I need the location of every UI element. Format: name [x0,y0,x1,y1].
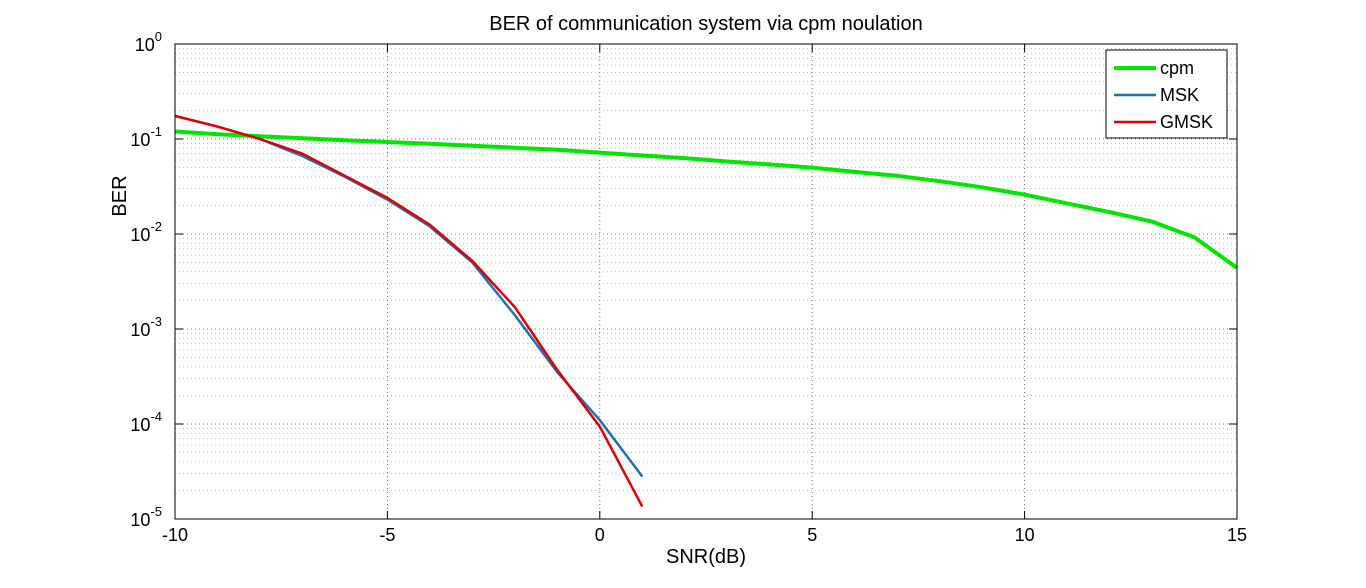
y-tick-label: 100 [135,29,162,55]
chart-title: BER of communication system via cpm noul… [489,13,923,35]
series-line-gmsk [174,114,644,508]
x-tick-label: 5 [807,525,817,545]
series-line-cpm [174,129,1239,270]
series-layer [174,114,1239,508]
y-axis-label: BER [109,175,131,216]
x-tick-label: -10 [162,525,188,545]
legend: cpm MSK GMSK [1105,49,1228,139]
y-tick-label: 10-5 [130,504,162,530]
x-tick-label: 10 [1015,525,1035,545]
plot-frame [174,43,1238,520]
x-tick-label: 0 [595,525,605,545]
y-tick-label: 10-4 [130,409,162,435]
y-tick-label: 10-2 [130,219,162,245]
y-tick-label: 10-3 [130,314,162,340]
legend-label-gmsk: GMSK [1160,112,1213,132]
y-tick-label: 10-1 [130,124,162,150]
legend-label-msk: MSK [1160,85,1199,105]
grid-layer [174,43,1238,520]
tick-layer: 10-5 10-4 10-3 10-2 10-1 100 -10 -5 0 5 10 15 [130,29,1247,545]
x-tick-label: 15 [1227,525,1247,545]
legend-label-cpm: cpm [1160,58,1194,78]
series-line-msk [174,114,644,478]
x-axis-label: SNR(dB) [666,546,746,568]
x-tick-label: -5 [379,525,395,545]
